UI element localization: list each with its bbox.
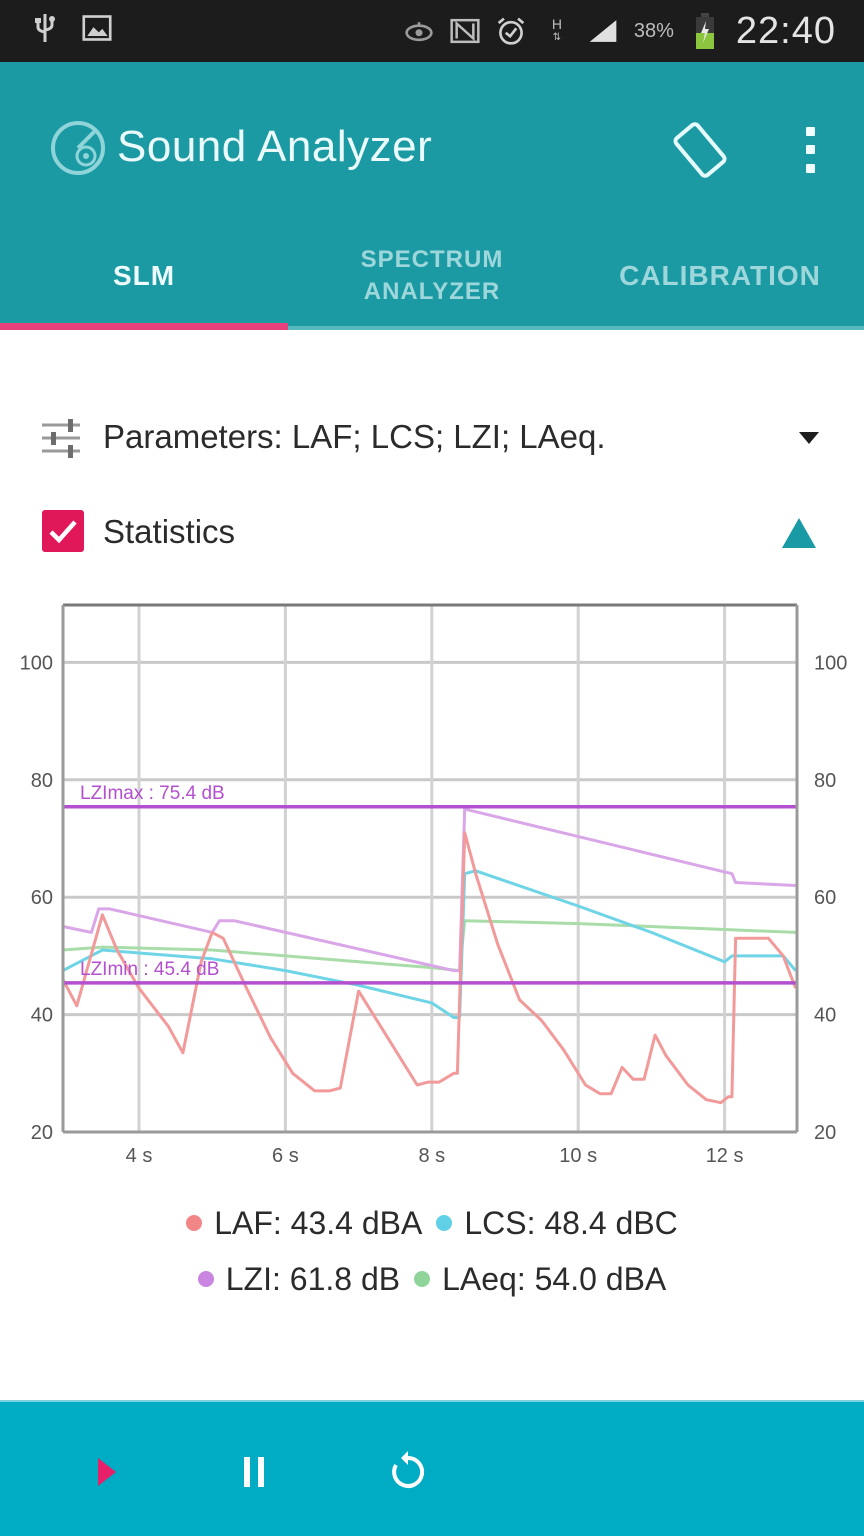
more-vert-icon-dot <box>805 164 815 174</box>
legend-dot-laf <box>186 1215 203 1231</box>
y-tick-label: 40 <box>814 1005 836 1027</box>
statistics-checkbox[interactable] <box>42 510 84 552</box>
screen-rotation-icon <box>673 122 727 178</box>
eye-icon <box>404 15 434 47</box>
play-icon <box>98 1458 116 1486</box>
pause-icon <box>244 1457 264 1487</box>
usb-icon <box>30 12 60 44</box>
chart-series <box>61 807 798 1105</box>
active-tab-indicator <box>0 323 288 330</box>
play-button[interactable] <box>78 1444 134 1500</box>
playback-controls <box>0 1402 864 1536</box>
legend-item-lcs: LCS: 48.4 dBC <box>436 1205 678 1242</box>
chart-axes: 20 20 40 40 60 60 80 80 100 100 4 s 6 s 8 s 10 s 12 s <box>20 603 847 1167</box>
line-chart: LZImax : 75.4 dB LZImin : 45.4 dB 20 20 40 4… <box>20 603 847 1167</box>
stat-annotation: LZImin : 45.4 dB <box>80 959 219 980</box>
battery-charging-icon <box>690 13 720 49</box>
chart-grid <box>63 605 797 1132</box>
stat-annotation: LZImax : 75.4 dB <box>80 783 225 804</box>
check-icon <box>49 520 77 544</box>
y-tick-label: 80 <box>31 770 53 792</box>
y-tick-label: 60 <box>31 887 53 909</box>
nfc-icon <box>450 15 480 47</box>
legend-item-laeq: LAeq: 54.0 dBA <box>414 1261 666 1298</box>
triangle-up-icon[interactable] <box>780 516 818 550</box>
status-bar: H ⇅ 38% 22:40 <box>0 0 864 62</box>
battery-percent: 38% <box>633 19 674 42</box>
chart-annotations: LZImax : 75.4 dB LZImin : 45.4 dB <box>63 783 797 985</box>
legend-dot-lzi <box>197 1271 214 1287</box>
image-icon <box>82 12 112 44</box>
legend-item-lzi: LZI: 61.8 dB <box>197 1261 400 1298</box>
x-tick-label: 4 s <box>126 1145 153 1167</box>
x-tick-label: 6 s <box>272 1145 299 1167</box>
arrow-drop-down-icon[interactable] <box>796 428 822 448</box>
series-laf <box>61 831 798 1105</box>
tab-bar: SLM SPECTRUM ANALYZER CALIBRATION <box>0 228 864 330</box>
legend-dot-laeq <box>414 1271 431 1287</box>
legend-row: LZI: 61.8 dB LAeq: 54.0 dBA <box>0 1251 864 1307</box>
legend-item-laf: LAF: 43.4 dBA <box>186 1205 422 1242</box>
statistics-toggle-row: Statistics <box>0 500 864 572</box>
signal-icon <box>588 15 618 47</box>
x-tick-label: 12 s <box>706 1145 744 1167</box>
app-bar <box>0 62 864 330</box>
replay-icon <box>392 1451 425 1488</box>
y-tick-label: 80 <box>814 770 836 792</box>
y-tick-label: 20 <box>31 1122 53 1144</box>
y-tick-label: 100 <box>20 652 53 674</box>
sound-analyzer-logo-icon <box>48 118 108 178</box>
rotate-screen-button[interactable] <box>668 118 732 182</box>
tab-slm[interactable]: SLM <box>112 260 176 291</box>
more-vert-icon-dot <box>805 145 815 155</box>
series-laeq <box>62 919 796 973</box>
y-tick-label: 40 <box>31 1005 53 1027</box>
x-tick-label: 8 s <box>418 1145 445 1167</box>
more-vert-icon-dot <box>805 126 815 136</box>
parameters-selector[interactable]: Parameters: LAF; LCS; LZI; LAeq. <box>0 400 864 472</box>
alarm-icon <box>496 15 526 47</box>
app-title: Sound Analyzer <box>117 122 433 171</box>
overflow-menu-button[interactable] <box>792 122 828 178</box>
statistics-label: Statistics <box>103 513 236 550</box>
x-tick-label: 10 s <box>559 1145 597 1167</box>
tab-divider <box>288 326 864 330</box>
legend-dot-lcs <box>436 1215 453 1231</box>
reset-button[interactable] <box>380 1444 436 1500</box>
series-lzi <box>62 807 796 973</box>
y-tick-label: 60 <box>814 887 836 909</box>
parameters-label: Parameters: LAF; LCS; LZI; LAeq. <box>103 418 606 455</box>
tune-sliders-icon <box>40 418 82 458</box>
clock: 22:40 <box>735 9 836 52</box>
sound-level-chart: LZImax : 75.4 dB LZImin : 45.4 dB 20 20 40 4… <box>0 590 864 1180</box>
legend-row: LAF: 43.4 dBA LCS: 48.4 dBC <box>0 1195 864 1251</box>
chart-legend: LAF: 43.4 dBA LCS: 48.4 dBC LZI: 61.8 dB… <box>0 1195 864 1307</box>
hspa-icon: H ⇅ <box>551 16 562 43</box>
pause-button[interactable] <box>226 1444 282 1500</box>
y-tick-label: 100 <box>814 652 847 674</box>
tab-spectrum-analyzer[interactable]: SPECTRUM ANALYZER <box>360 246 504 305</box>
y-tick-label: 20 <box>814 1122 836 1144</box>
tab-calibration[interactable]: CALIBRATION <box>619 260 821 291</box>
